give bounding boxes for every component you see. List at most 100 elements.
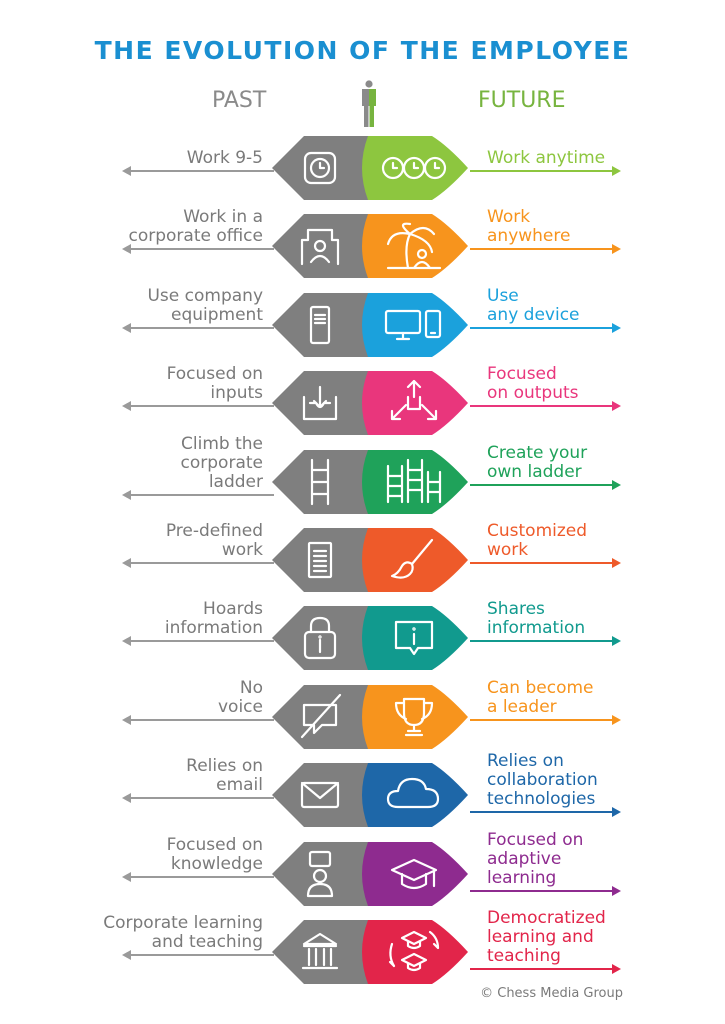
future-arrowhead xyxy=(612,479,621,490)
past-label: Focused on inputs xyxy=(167,365,263,403)
padlock-info-icon xyxy=(303,617,337,660)
past-shape xyxy=(272,214,368,279)
future-shape xyxy=(362,684,468,749)
future-shape xyxy=(362,841,468,906)
cloud-icon xyxy=(386,778,440,809)
future-arrow-line xyxy=(470,889,612,892)
past-label: Corporate learning and teaching xyxy=(103,914,263,952)
future-label-line: adaptive xyxy=(487,848,562,869)
past-arrow-line xyxy=(130,248,274,251)
row-shapes xyxy=(272,292,468,357)
evolution-row: Use company equipment Use any device xyxy=(0,285,725,365)
future-label-line: Relies on xyxy=(487,751,564,772)
multiple-ladders-icon xyxy=(386,458,442,503)
future-label: Focused on outputs xyxy=(487,365,579,403)
future-shape xyxy=(362,920,468,984)
credit-text: © Chess Media Group xyxy=(480,986,623,1001)
past-label-line: information xyxy=(164,618,263,639)
office-cubicle-icon xyxy=(300,229,340,266)
future-label-line: Work xyxy=(487,207,531,228)
past-shape xyxy=(272,920,368,984)
past-arrow-line xyxy=(130,954,274,956)
past-arrowhead xyxy=(122,950,131,960)
future-label-line: technologies xyxy=(487,789,596,810)
future-label-line: learning xyxy=(487,867,557,888)
future-label: Relies on collaboration technologies xyxy=(487,752,598,809)
monitor-phone-icon xyxy=(384,309,442,340)
past-label-line: email xyxy=(216,775,263,796)
future-shape xyxy=(362,214,468,279)
future-arrow-line xyxy=(470,248,612,251)
future-label: Shares information xyxy=(487,600,585,638)
past-label-line: Focused on xyxy=(166,834,263,855)
future-shape xyxy=(362,292,468,357)
past-arrowhead xyxy=(122,322,131,333)
future-label-line: information xyxy=(487,618,586,639)
past-label-line: Work in a xyxy=(183,207,263,228)
future-shape xyxy=(362,763,468,828)
future-label-line: Focused xyxy=(487,364,557,385)
future-label: Use any device xyxy=(487,285,580,325)
past-label: Climb the corporate ladder xyxy=(181,434,263,492)
row-shapes xyxy=(272,841,468,906)
row-shapes xyxy=(272,606,468,671)
ladder-icon xyxy=(310,458,330,505)
row-shapes xyxy=(272,136,468,200)
evolution-row: Relies on email Relies on collaboration tech… xyxy=(0,752,725,835)
future-label-line: Create your xyxy=(487,442,588,463)
evolution-row: Climb the corporate ladder Create your own l… xyxy=(0,434,725,522)
future-arrowhead xyxy=(612,964,621,974)
evolution-row: Pre-defined work Customized work xyxy=(0,522,725,600)
future-label: Work anytime xyxy=(487,149,605,168)
past-heading: PAST xyxy=(212,88,267,113)
past-label: Focused on knowledge xyxy=(166,834,263,874)
past-arrowhead xyxy=(122,871,131,882)
future-arrowhead xyxy=(612,714,621,725)
past-arrow-line xyxy=(130,326,274,329)
future-arrow-line xyxy=(470,483,612,486)
future-label-line: Can become xyxy=(487,677,594,698)
future-label: Work anywhere xyxy=(487,208,570,246)
row-shapes xyxy=(272,920,468,984)
past-arrowhead xyxy=(122,793,131,804)
past-shape xyxy=(272,763,368,828)
past-label: Work in a corporate office xyxy=(128,208,263,246)
future-label: Can become a leader xyxy=(487,677,594,717)
future-label-line: Use xyxy=(487,285,519,306)
envelope-icon xyxy=(300,782,340,809)
past-arrowhead xyxy=(122,244,131,255)
past-label-line: inputs xyxy=(210,383,263,404)
future-arrow-line xyxy=(470,640,612,643)
future-arrowhead xyxy=(612,558,621,568)
future-arrow-line xyxy=(470,170,612,172)
future-arrowhead xyxy=(612,401,621,412)
caps-cycle-icon xyxy=(388,930,440,972)
future-label-line: on outputs xyxy=(487,383,579,404)
future-label-line: teaching xyxy=(487,946,561,966)
future-label-line: collaboration xyxy=(487,770,598,791)
past-shape xyxy=(272,841,368,906)
past-label-line: work xyxy=(221,540,263,560)
future-arrow-line xyxy=(470,718,612,721)
future-label-line: Customized xyxy=(487,521,588,541)
future-label-line: anywhere xyxy=(487,226,571,247)
row-shapes xyxy=(272,684,468,749)
evolution-row: Corporate learning and teaching Democratiz… xyxy=(0,909,725,992)
future-label-line: own ladder xyxy=(487,461,582,482)
future-arrowhead xyxy=(612,322,621,333)
past-label-line: Focused on xyxy=(166,364,263,385)
past-arrow-line xyxy=(130,875,274,878)
graduation-cap-icon xyxy=(390,858,438,889)
document-icon xyxy=(307,541,333,579)
past-arrow-line xyxy=(130,562,274,564)
future-label: Democratized learning and teaching xyxy=(487,909,606,966)
future-label-line: Focused on xyxy=(487,829,584,850)
past-arrow-line xyxy=(130,718,274,721)
past-arrowhead xyxy=(122,401,131,412)
evolution-row: Focused on knowledge Focused on adaptive lea… xyxy=(0,830,725,914)
trophy-icon xyxy=(394,697,434,736)
past-arrowhead xyxy=(122,636,131,647)
three-clocks-icon xyxy=(381,156,447,180)
future-arrowhead xyxy=(612,166,621,176)
future-shape xyxy=(362,449,468,514)
